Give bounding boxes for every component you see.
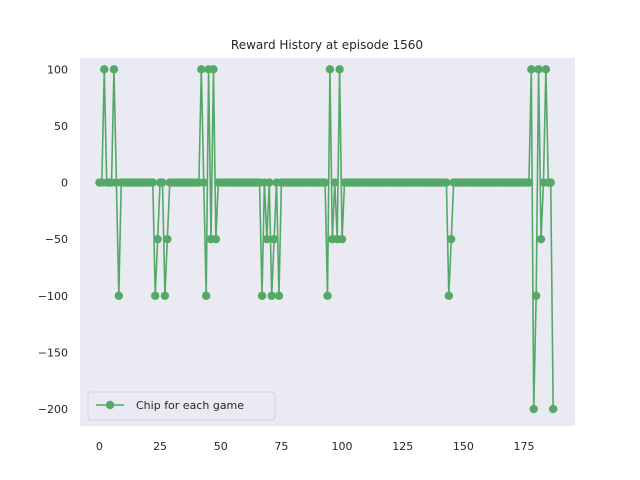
data-point bbox=[158, 178, 167, 187]
x-tick-label: 75 bbox=[274, 440, 288, 453]
y-tick-label: −150 bbox=[38, 346, 68, 359]
data-point bbox=[199, 178, 208, 187]
data-point bbox=[201, 291, 211, 300]
legend: Chip for each game bbox=[87, 391, 276, 421]
data-point bbox=[529, 404, 538, 414]
data-point bbox=[337, 234, 347, 244]
data-point bbox=[447, 234, 456, 244]
legend-box bbox=[87, 391, 276, 421]
data-point bbox=[548, 404, 558, 414]
data-point bbox=[265, 178, 274, 187]
data-point bbox=[257, 291, 267, 300]
y-tick-label: 100 bbox=[47, 63, 68, 76]
data-point bbox=[262, 234, 272, 244]
data-point bbox=[163, 234, 172, 244]
x-tick-label: 25 bbox=[153, 440, 167, 453]
data-point bbox=[323, 291, 332, 300]
data-point bbox=[330, 178, 339, 187]
y-axis-ticks: 100 50 0 −50 −100 −150 −200 bbox=[38, 63, 68, 416]
x-tick-label: 50 bbox=[214, 440, 228, 453]
data-point bbox=[444, 291, 454, 300]
series-points bbox=[95, 65, 558, 414]
data-point bbox=[109, 65, 119, 74]
data-point bbox=[114, 291, 124, 300]
data-point bbox=[527, 65, 536, 74]
x-tick-label: 150 bbox=[453, 440, 474, 453]
x-tick-label: 0 bbox=[96, 440, 103, 453]
y-tick-label: −50 bbox=[45, 233, 68, 246]
data-point bbox=[320, 178, 330, 187]
data-point bbox=[524, 178, 534, 187]
data-point bbox=[148, 178, 157, 187]
legend-label: Chip for each game bbox=[136, 399, 244, 412]
data-point bbox=[442, 178, 451, 187]
data-point bbox=[531, 291, 541, 300]
data-point bbox=[100, 65, 109, 74]
data-point bbox=[274, 291, 284, 300]
data-point bbox=[160, 291, 170, 300]
data-point bbox=[536, 234, 546, 244]
data-point bbox=[269, 234, 279, 244]
x-axis-ticks: 0 25 50 75 100 125 150 175 bbox=[96, 440, 535, 453]
x-tick-label: 175 bbox=[514, 440, 535, 453]
x-tick-label: 125 bbox=[392, 440, 413, 453]
x-tick-label: 100 bbox=[332, 440, 353, 453]
legend-marker bbox=[105, 400, 115, 410]
data-point bbox=[211, 234, 221, 244]
y-tick-label: 50 bbox=[54, 120, 68, 133]
y-tick-label: −200 bbox=[38, 403, 68, 416]
data-point bbox=[151, 291, 160, 300]
data-point bbox=[325, 65, 335, 74]
data-point bbox=[546, 178, 555, 187]
data-point bbox=[197, 65, 206, 74]
data-point bbox=[534, 65, 543, 74]
y-tick-label: −100 bbox=[38, 290, 68, 303]
data-point bbox=[209, 65, 218, 74]
chart-title: Reward History at episode 1560 bbox=[231, 38, 423, 52]
data-point bbox=[153, 234, 162, 244]
data-point bbox=[541, 65, 551, 74]
y-tick-label: 0 bbox=[61, 177, 68, 190]
data-point bbox=[267, 291, 276, 300]
data-point bbox=[335, 65, 344, 74]
